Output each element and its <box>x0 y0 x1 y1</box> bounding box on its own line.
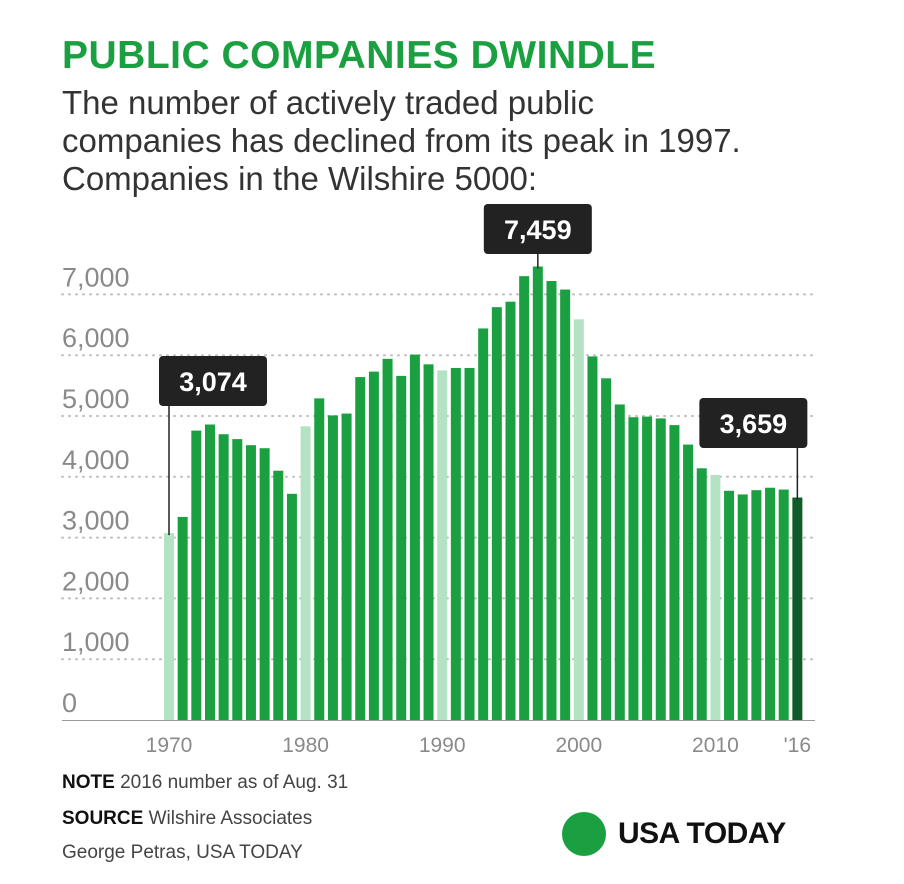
credit-line: George Petras, USA TODAY <box>62 842 303 863</box>
note-label: NOTE <box>62 772 115 793</box>
x-tick-label: 1980 <box>282 734 329 757</box>
bar-1972 <box>191 430 202 720</box>
source-line: SOURCE Wilshire Associates <box>62 808 312 830</box>
bar-2009 <box>696 468 707 720</box>
bar-2000 <box>573 319 584 720</box>
callout-label-1997: 7,459 <box>504 215 572 245</box>
callout-label-1970: 3,074 <box>179 367 247 397</box>
bar-1979 <box>286 493 297 720</box>
x-tick-label: 2000 <box>555 734 602 757</box>
bar-1991 <box>450 367 461 720</box>
bar-1984 <box>355 377 366 720</box>
bar-1974 <box>218 434 229 720</box>
bar-1995 <box>505 301 516 720</box>
y-tick-label: 5,000 <box>62 384 130 414</box>
bar-1999 <box>560 289 571 720</box>
bar-1998 <box>546 281 557 720</box>
chart-title: PUBLIC COMPANIES DWINDLE <box>62 34 657 77</box>
callout-box-2016 <box>699 398 808 448</box>
bar-1985 <box>368 371 379 720</box>
bar-2003 <box>614 404 625 720</box>
bar-1990 <box>437 370 448 720</box>
bar-1993 <box>478 328 489 720</box>
bar-1973 <box>204 424 215 720</box>
bar-1986 <box>382 358 393 720</box>
bar-1980 <box>300 426 311 720</box>
y-tick-label: 7,000 <box>62 262 130 292</box>
bar-1971 <box>177 516 188 720</box>
source-text: Wilshire Associates <box>148 808 313 829</box>
callout-label-2016: 3,659 <box>720 409 788 439</box>
y-tick-label: 4,000 <box>62 445 130 475</box>
bar-1983 <box>341 413 352 720</box>
bar-2005 <box>642 416 653 720</box>
note-line: NOTE 2016 number as of Aug. 31 <box>62 772 348 794</box>
callout-box-1970 <box>159 356 267 406</box>
bar-1976 <box>245 445 256 720</box>
y-tick-label: 0 <box>62 688 77 718</box>
x-tick-label: 2010 <box>692 734 739 757</box>
y-tick-label: 6,000 <box>62 323 130 353</box>
bar-2012 <box>737 494 748 720</box>
usa-today-logo: USA TODAY <box>562 812 786 856</box>
bar-1981 <box>314 398 325 720</box>
source-label: SOURCE <box>62 808 144 829</box>
bar-2015 <box>778 489 789 720</box>
bar-1992 <box>464 367 475 720</box>
bar-2004 <box>628 417 639 720</box>
bar-2014 <box>765 487 776 720</box>
y-tick-label: 2,000 <box>62 566 130 596</box>
x-tick-label: 1970 <box>146 734 193 757</box>
bar-1975 <box>232 439 243 720</box>
bar-1989 <box>423 364 434 720</box>
logo-dot-icon <box>562 812 606 856</box>
bar-2013 <box>751 490 762 720</box>
y-tick-label: 3,000 <box>62 506 130 536</box>
bar-1987 <box>396 375 407 720</box>
bar-2008 <box>683 444 694 720</box>
bar-1988 <box>409 354 420 720</box>
bar-2010 <box>710 474 721 720</box>
callout-box-1997 <box>483 204 592 254</box>
bar-1978 <box>273 470 284 720</box>
subtitle-line-3: Companies in the Wilshire 5000: <box>62 160 538 197</box>
bar-2016 <box>792 497 803 720</box>
x-tick-label: 1990 <box>419 734 466 757</box>
bar-1970 <box>164 533 174 720</box>
bar-1982 <box>327 415 338 720</box>
logo-text: USA TODAY <box>618 817 786 850</box>
bar-1994 <box>491 307 502 720</box>
bar-1977 <box>259 448 270 720</box>
bar-2011 <box>724 490 735 720</box>
y-tick-label: 1,000 <box>62 627 130 657</box>
subtitle-line-2: companies has declined from its peak in … <box>62 122 741 159</box>
bar-2007 <box>669 425 680 720</box>
bar-1996 <box>519 276 530 720</box>
bar-1997 <box>532 266 543 720</box>
subtitle-line-1: The number of actively traded public <box>62 84 594 121</box>
chart-subtitle: The number of actively traded public com… <box>62 84 862 198</box>
x-tick-label: '16 <box>784 734 811 757</box>
bar-2006 <box>655 418 666 720</box>
bar-2002 <box>601 378 612 720</box>
note-text: 2016 number as of Aug. 31 <box>120 772 349 793</box>
bar-2001 <box>587 356 598 720</box>
